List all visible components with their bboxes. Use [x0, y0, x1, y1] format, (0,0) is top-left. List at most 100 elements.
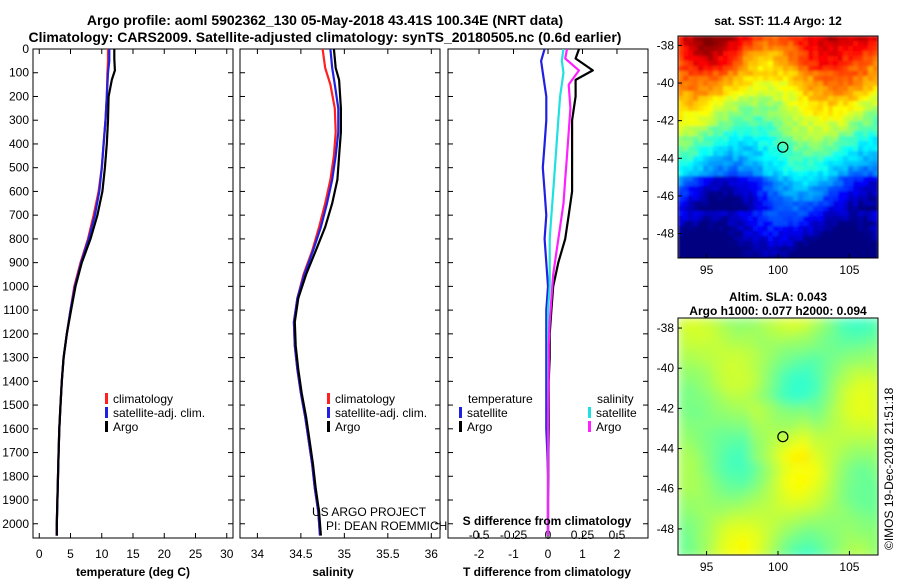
sla-cell — [774, 546, 781, 553]
sla-cell — [810, 444, 817, 451]
sla-cell — [738, 420, 745, 427]
sst-cell — [828, 76, 834, 82]
sst-cell — [773, 61, 779, 67]
sst-cell — [683, 151, 689, 157]
sla-cell — [804, 534, 811, 541]
sst-cell — [803, 106, 809, 112]
sla-cell — [714, 444, 721, 451]
x-tick-label: 1 — [579, 547, 586, 561]
sst-cell — [868, 241, 874, 247]
sla-cell — [738, 324, 745, 331]
sst-cell — [678, 161, 684, 167]
series-line-climatology — [55, 49, 110, 536]
lon-tick-label: 105 — [839, 560, 859, 574]
sst-cell — [723, 101, 729, 107]
sst-cell — [823, 131, 829, 137]
sst-cell — [753, 226, 759, 232]
sst-cell — [853, 146, 859, 152]
sst-cell — [763, 171, 769, 177]
sla-cell — [762, 504, 769, 511]
sst-cell — [813, 231, 819, 237]
sst-cell — [843, 71, 849, 77]
sla-cell — [684, 432, 691, 439]
sla-cell — [678, 336, 685, 343]
sla-cell — [756, 342, 763, 349]
sla-cell — [870, 342, 877, 349]
sst-cell — [733, 56, 739, 62]
sla-cell — [684, 336, 691, 343]
difference-lines — [539, 49, 594, 536]
sst-cell — [683, 256, 689, 258]
sst-cell — [853, 46, 859, 52]
sst-cell — [788, 136, 794, 142]
sst-cell — [753, 136, 759, 142]
sla-cell — [804, 408, 811, 415]
sla-cell — [708, 336, 715, 343]
sst-cell — [778, 146, 784, 152]
depth-tick-label: 600 — [9, 184, 29, 198]
sst-cell — [873, 211, 878, 217]
sla-cell — [876, 342, 878, 349]
sst-cell — [753, 211, 759, 217]
sla-cell — [864, 402, 871, 409]
sst-cell — [868, 126, 874, 132]
sst-cell — [833, 191, 839, 197]
sla-cell — [816, 546, 823, 553]
sla-cell — [726, 510, 733, 517]
sst-cell — [728, 96, 734, 102]
sla-cell — [696, 426, 703, 433]
sla-cell — [780, 360, 787, 367]
sst-cell — [828, 236, 834, 242]
sst-cell — [838, 56, 844, 62]
sst-cell — [858, 106, 864, 112]
sst-cell — [788, 216, 794, 222]
sla-cell — [846, 402, 853, 409]
sla-cell — [768, 420, 775, 427]
sst-cell — [773, 196, 779, 202]
sla-cell — [720, 486, 727, 493]
sla-cell — [780, 324, 787, 331]
sla-cell — [786, 408, 793, 415]
sla-cell — [864, 336, 871, 343]
sla-cell — [864, 438, 871, 445]
sst-cell — [718, 116, 724, 122]
sst-cell — [848, 161, 854, 167]
sla-cell — [738, 468, 745, 475]
sst-cell — [818, 251, 824, 257]
sst-cell — [803, 246, 809, 252]
sst-cell — [743, 111, 749, 117]
sst-cell — [708, 61, 714, 67]
sst-cell — [793, 36, 799, 42]
sst-cell — [733, 36, 739, 42]
sst-cell — [858, 136, 864, 142]
sla-cell — [840, 486, 847, 493]
sla-cell — [864, 432, 871, 439]
sla-cell — [702, 468, 709, 475]
sla-cell — [720, 372, 727, 379]
sla-cell — [876, 318, 878, 325]
sst-cell — [773, 221, 779, 227]
sla-cell — [738, 360, 745, 367]
sst-cell — [803, 156, 809, 162]
sst-cell — [793, 236, 799, 242]
sst-cell — [778, 111, 784, 117]
sst-cell — [848, 196, 854, 202]
depth-tick-label: 700 — [9, 208, 29, 222]
sst-cell — [863, 101, 869, 107]
sst-cell — [783, 81, 789, 87]
sst-cell — [793, 146, 799, 152]
sla-cell — [696, 438, 703, 445]
sst-cell — [758, 161, 764, 167]
sla-cell — [768, 504, 775, 511]
sst-cell — [683, 111, 689, 117]
sla-cell — [870, 444, 877, 451]
sst-cell — [793, 206, 799, 212]
sla-cell — [756, 360, 763, 367]
sst-cell — [843, 221, 849, 227]
sst-cell — [793, 126, 799, 132]
sla-cell — [750, 486, 757, 493]
sst-cell — [838, 66, 844, 72]
sla-cell — [858, 456, 865, 463]
sst-cell — [793, 66, 799, 72]
sla-cell — [774, 492, 781, 499]
